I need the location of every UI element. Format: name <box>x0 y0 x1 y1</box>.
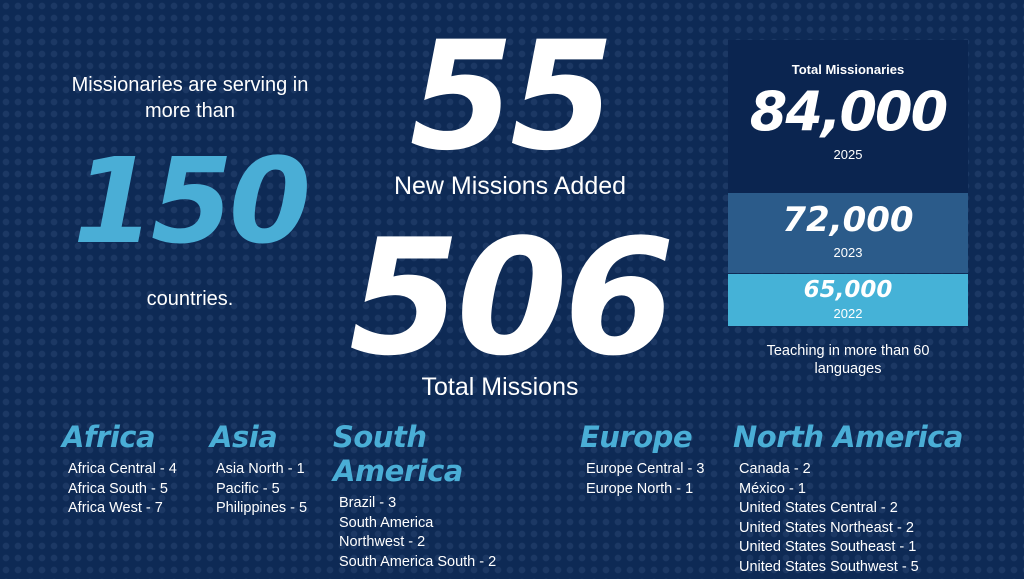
total-missions-number: 506 <box>349 204 675 391</box>
mission-list: Canada - 2 México - 1 United States Centra… <box>739 460 973 577</box>
mission-item: United States Central - 2 <box>739 500 898 516</box>
mission-item: United States Southwest - 5 <box>739 558 919 575</box>
mission-item: United States Northeast - 2 <box>739 519 914 536</box>
missionaries-count: 65,000 <box>803 277 893 303</box>
mission-item: United States Southeast - 1 <box>739 539 917 555</box>
mission-list: Brazil - 3 South America Northwest - 2 Sou… <box>339 494 498 572</box>
region: Europe Europe Central - 3 Europe North - 1 <box>580 420 730 499</box>
missionaries-box: 72,000 2023 <box>728 193 968 273</box>
mission-list: Europe Central - 3 Europe North - 1 <box>586 460 730 499</box>
missionaries-panel: Total Missionaries 84,000 2025 <box>728 40 968 193</box>
missionaries-title: Total Missionaries <box>791 62 905 77</box>
mission-item: Philippines - 5 <box>216 500 308 516</box>
mission-item: Africa West - 7 <box>68 500 163 516</box>
region: North America Canada - 2 México - 1 United … <box>733 420 973 577</box>
mission-list: Africa Central - 4 Africa South - 5 Africa… <box>68 460 202 519</box>
mission-list: Asia North - 1 Pacific - 5 Philippines - 5 <box>216 460 330 519</box>
region-name: Asia <box>210 420 278 454</box>
mission-item: Europe Central - 3 <box>586 461 705 477</box>
mission-item: Africa South - 5 <box>68 480 168 497</box>
languages: Teaching in more than 60 languages <box>766 343 930 377</box>
missionaries-year: 2025 <box>833 147 863 162</box>
missionaries-year: 2023 <box>833 245 863 260</box>
mission-item: South America South - 2 <box>339 553 497 570</box>
mission-item: Brazil - 3 <box>339 495 397 511</box>
intro-text: Missionaries are serving in more than <box>71 74 309 122</box>
mission-item: South America Northwest - 2 <box>339 514 434 551</box>
region: Asia Asia North - 1 Pacific - 5 Philippines… <box>210 420 330 519</box>
mission-item: México - 1 <box>739 480 806 497</box>
region-name: Africa <box>62 420 156 454</box>
region: South America Brazil - 3 South America Nor… <box>333 420 498 572</box>
missionaries-year: 2022 <box>833 306 863 321</box>
missionaries-box: 65,000 2022 <box>728 274 968 326</box>
region-name: Europe <box>580 420 693 454</box>
mission-item: Europe North - 1 <box>586 480 694 497</box>
mission-item: Africa Central - 4 <box>68 461 177 477</box>
mission-item: Canada - 2 <box>739 461 811 477</box>
new-missions-label: New Missions Added <box>393 172 627 200</box>
missionaries-count: 72,000 <box>782 200 914 240</box>
region: Africa Africa Central - 4 Africa South - 5… <box>62 420 202 519</box>
mission-item: Pacific - 5 <box>216 480 280 497</box>
mission-item: Asia North - 1 <box>216 461 305 477</box>
missionaries-count: 84,000 <box>749 80 948 143</box>
new-missions-number: 55 <box>409 10 615 184</box>
countries-label: countries. <box>146 288 234 310</box>
region-name: South America <box>333 420 463 488</box>
total-missions-label: Total Missions <box>421 373 579 401</box>
region-name: North America <box>733 420 963 454</box>
countries-number: 150 <box>72 132 311 270</box>
